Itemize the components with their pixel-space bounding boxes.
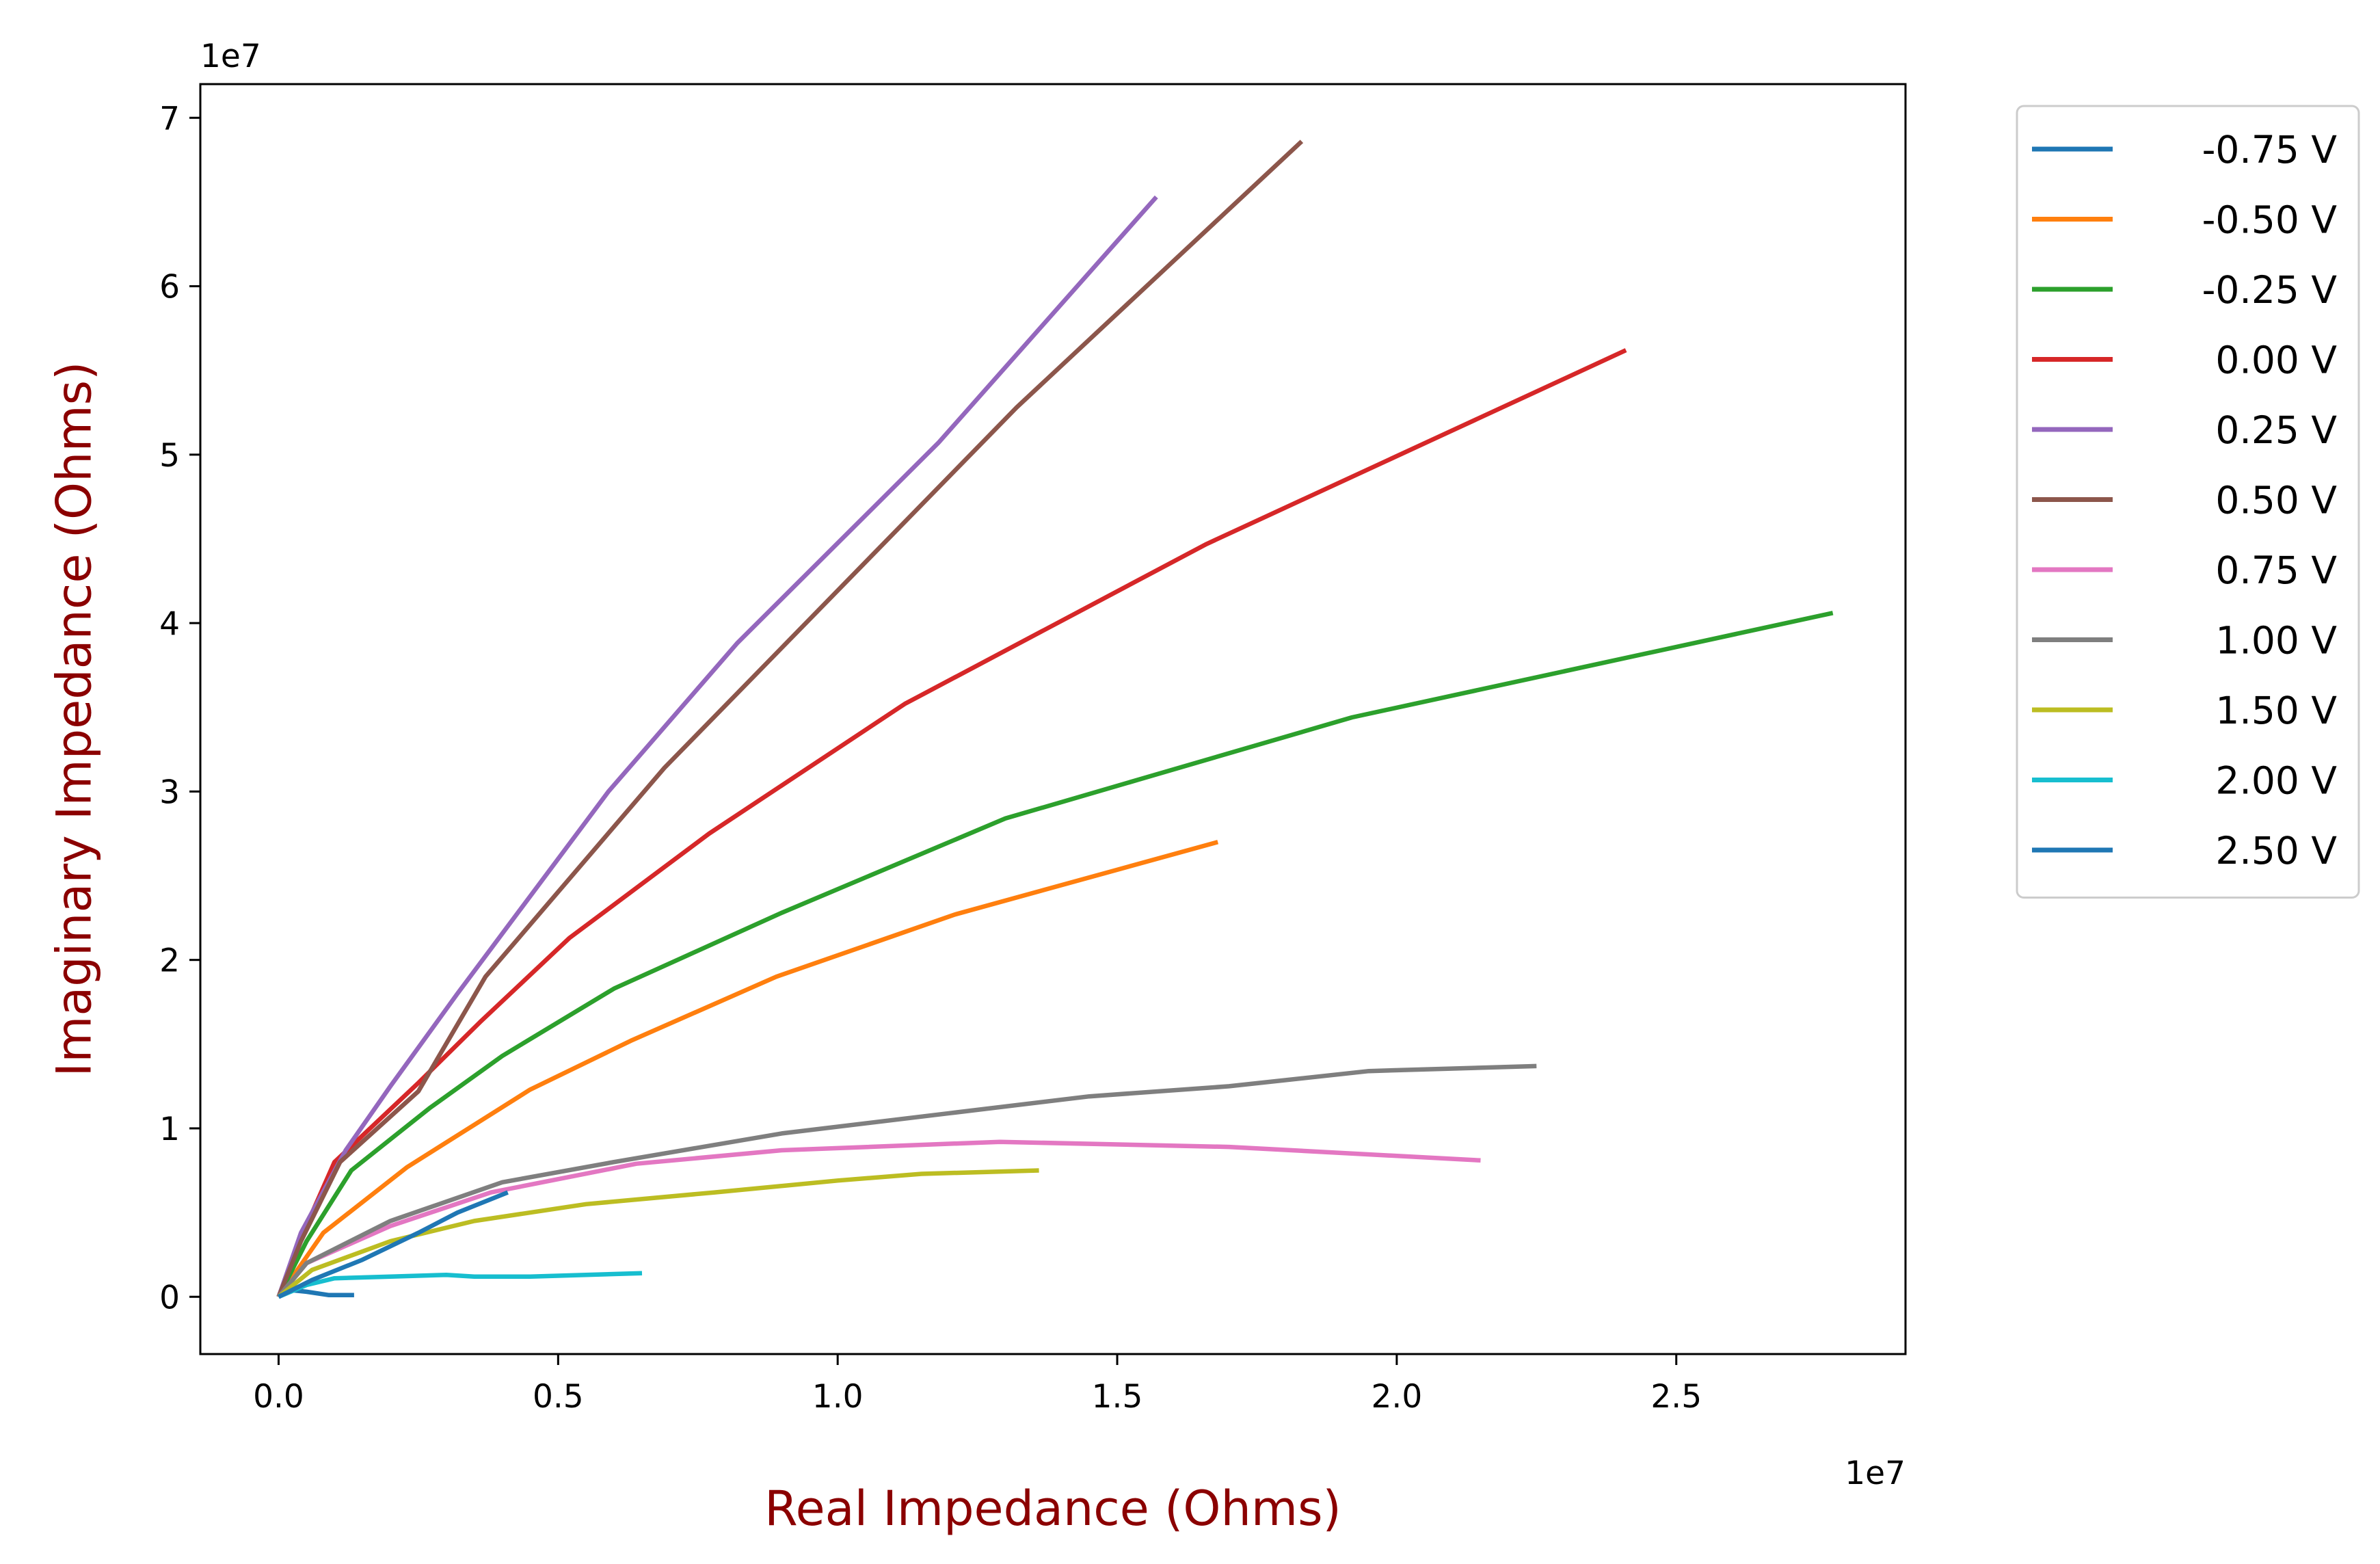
x-tick-label: 1.5 — [1092, 1378, 1143, 1416]
series-line-1 — [276, 840, 1219, 1299]
series-line-7 — [276, 1063, 1537, 1299]
legend-label: 2.50 V — [2215, 829, 2337, 873]
legend: -0.75 V -0.50 V -0.25 V 0.00 V 0.25 V 0.50 V 0… — [2016, 105, 2360, 899]
legend-label: 0.50 V — [2215, 479, 2337, 522]
y-tick-label: 4 — [159, 605, 180, 643]
legend-label: -0.50 V — [2202, 198, 2338, 242]
legend-label: 1.00 V — [2215, 619, 2337, 663]
x-tick-label: 0.0 — [253, 1378, 304, 1416]
x-tick-label: 1.0 — [812, 1378, 864, 1416]
legend-label: -0.75 V — [2202, 128, 2338, 172]
x-tick-label: 2.0 — [1372, 1378, 1423, 1416]
series-line-10 — [278, 1190, 509, 1299]
legend-label: -0.25 V — [2202, 268, 2338, 312]
y-tick-label: 0 — [159, 1279, 180, 1316]
legend-label: 2.00 V — [2215, 759, 2337, 803]
series-line-2 — [276, 611, 1834, 1298]
x-axis-title: Real Impedance (Ohms) — [764, 1481, 1341, 1537]
series-line-8 — [277, 1168, 1039, 1299]
y-tick-label: 6 — [159, 269, 180, 306]
y-axis-title: Imaginary Impedance (Ohms) — [46, 362, 103, 1077]
series-line-9 — [278, 1271, 643, 1299]
y-tick-label: 2 — [159, 942, 180, 980]
legend-label: 0.00 V — [2215, 339, 2337, 382]
y-axis-offset-label: 1e7 — [200, 38, 261, 75]
y-tick-label: 1 — [159, 1111, 180, 1148]
series-line-5 — [276, 140, 1304, 1298]
series-layer — [276, 140, 1834, 1299]
plot-frame — [199, 83, 1907, 1355]
series-line-4 — [276, 195, 1158, 1298]
y-axis: 0 1 2 3 4 5 6 7 — [159, 100, 200, 1316]
x-tick-label: 0.5 — [533, 1378, 584, 1416]
legend-label: 0.25 V — [2215, 408, 2337, 452]
y-tick-label: 7 — [159, 100, 180, 137]
legend-label: 0.75 V — [2215, 548, 2337, 592]
legend-label: 1.50 V — [2215, 689, 2337, 732]
y-tick-label: 3 — [159, 773, 180, 811]
x-tick-label: 2.5 — [1650, 1378, 1702, 1416]
x-axis-offset-label: 1e7 — [1845, 1455, 1906, 1492]
legend-box — [2016, 105, 2360, 899]
y-tick-label: 5 — [159, 437, 180, 475]
x-axis: 0.0 0.5 1.0 1.5 2.0 2.5 — [253, 1354, 1702, 1416]
